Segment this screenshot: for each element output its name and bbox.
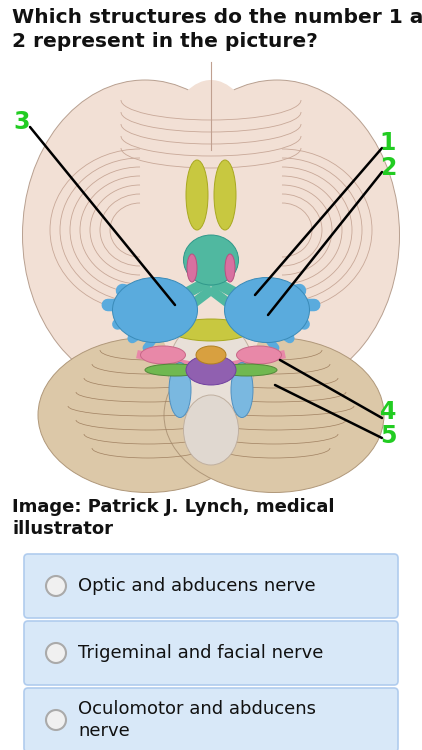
Ellipse shape <box>38 338 258 493</box>
FancyBboxPatch shape <box>24 554 398 618</box>
Text: illustrator: illustrator <box>12 520 113 538</box>
Ellipse shape <box>22 80 268 390</box>
Ellipse shape <box>113 278 197 343</box>
Ellipse shape <box>184 395 238 465</box>
Ellipse shape <box>225 278 309 343</box>
Ellipse shape <box>146 80 276 390</box>
Text: Image: Patrick J. Lynch, medical: Image: Patrick J. Lynch, medical <box>12 498 335 516</box>
FancyArrowPatch shape <box>157 281 208 309</box>
Ellipse shape <box>169 362 191 418</box>
Ellipse shape <box>184 235 238 285</box>
FancyArrowPatch shape <box>245 291 299 304</box>
FancyArrowPatch shape <box>132 307 178 338</box>
Text: Trigeminal and facial nerve: Trigeminal and facial nerve <box>78 644 323 662</box>
Ellipse shape <box>171 319 251 341</box>
Circle shape <box>46 710 66 730</box>
Ellipse shape <box>236 346 281 364</box>
Ellipse shape <box>186 160 208 230</box>
Ellipse shape <box>145 364 205 376</box>
Ellipse shape <box>154 80 400 390</box>
FancyArrowPatch shape <box>245 306 304 324</box>
FancyArrowPatch shape <box>244 307 290 338</box>
Ellipse shape <box>168 320 254 420</box>
Ellipse shape <box>196 346 226 364</box>
FancyArrowPatch shape <box>167 292 209 323</box>
Ellipse shape <box>217 364 277 376</box>
Text: Optic and abducens nerve: Optic and abducens nerve <box>78 577 316 595</box>
FancyArrowPatch shape <box>147 308 178 348</box>
Text: 5: 5 <box>380 424 396 448</box>
Text: 4: 4 <box>380 400 396 424</box>
FancyArrowPatch shape <box>214 281 265 309</box>
Circle shape <box>46 643 66 663</box>
Text: 2 represent in the picture?: 2 represent in the picture? <box>12 32 318 51</box>
Ellipse shape <box>141 346 186 364</box>
FancyArrowPatch shape <box>123 291 177 304</box>
Text: Which structures do the number 1 and: Which structures do the number 1 and <box>12 8 422 27</box>
FancyBboxPatch shape <box>24 688 398 750</box>
Text: 1: 1 <box>380 131 396 155</box>
FancyArrowPatch shape <box>244 308 275 348</box>
Ellipse shape <box>187 254 197 282</box>
Ellipse shape <box>231 362 253 418</box>
Text: 3: 3 <box>14 110 30 134</box>
FancyBboxPatch shape <box>24 621 398 685</box>
Text: Oculomotor and abducens
nerve: Oculomotor and abducens nerve <box>78 700 316 740</box>
Text: 2: 2 <box>380 156 396 180</box>
Ellipse shape <box>186 355 236 385</box>
Ellipse shape <box>214 160 236 230</box>
FancyArrowPatch shape <box>118 306 177 324</box>
Circle shape <box>46 576 66 596</box>
Ellipse shape <box>164 338 384 493</box>
Ellipse shape <box>225 254 235 282</box>
FancyArrowPatch shape <box>213 292 255 323</box>
